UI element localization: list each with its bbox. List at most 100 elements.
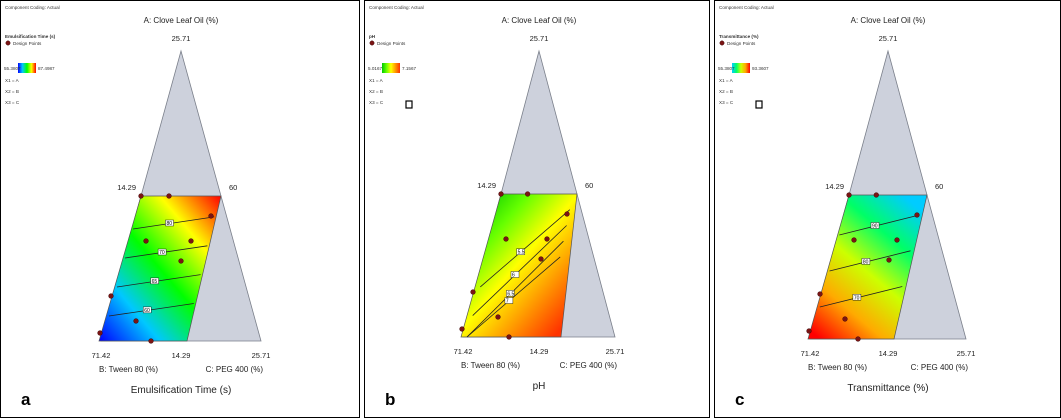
design-points-label: Design Points xyxy=(727,41,756,46)
scale-low-value: 5.0167 xyxy=(368,66,382,71)
design-point xyxy=(851,237,857,243)
contour-label: 7 xyxy=(506,299,509,305)
design-point-legend-marker xyxy=(5,40,11,46)
component-x3: X3 = C xyxy=(5,100,20,105)
scale-high-value: 7.1567 xyxy=(402,66,416,71)
contour-label: 5.5 xyxy=(518,250,525,256)
tick-left-mid: 14.29 xyxy=(825,182,844,191)
scale-high-value: 87.4987 xyxy=(38,66,55,71)
design-point xyxy=(842,316,848,322)
coding-label: Component Coding: Actual xyxy=(369,5,424,10)
contour-label: 70 xyxy=(159,250,165,256)
response-title: Emulsification Time (s) xyxy=(5,34,56,39)
design-point xyxy=(188,238,194,244)
tick-bottom-left: 71.42 xyxy=(92,351,111,360)
contour-label-box xyxy=(150,277,159,285)
tick-bottom-right: 25.71 xyxy=(957,349,976,358)
axis-a-label: A: Clove Leaf Oil (%) xyxy=(502,16,577,25)
cursor-icon xyxy=(405,100,413,109)
contour-label: 6.5 xyxy=(507,291,514,297)
color-scale-bar xyxy=(732,63,750,73)
component-x2: X2 = B xyxy=(369,89,383,94)
component-x1: X1 = A xyxy=(369,78,384,83)
design-points-label: Design Points xyxy=(377,41,406,46)
contour-label-box xyxy=(510,271,520,278)
tick-bottom-mid: 14.29 xyxy=(172,351,191,360)
design-point xyxy=(886,257,892,263)
tick-bottom-mid: 14.29 xyxy=(879,349,898,358)
contour-region xyxy=(98,195,222,342)
design-point xyxy=(498,191,504,197)
contour-label-box xyxy=(142,306,152,314)
design-point xyxy=(133,318,139,324)
component-x3: X3 = C xyxy=(719,100,734,105)
design-point xyxy=(178,258,184,264)
design-point xyxy=(873,192,879,198)
coding-label: Component Coding: Actual xyxy=(719,5,774,10)
scale-low-value: 55.3807 xyxy=(718,66,735,71)
panel-letter: c xyxy=(735,390,744,409)
color-scale-bar xyxy=(18,63,36,73)
contour-line xyxy=(466,240,564,338)
contour-label-box xyxy=(157,248,167,256)
component-x3: X3 = C xyxy=(369,100,384,105)
tick-left-mid: 14.29 xyxy=(477,181,496,190)
design-point-legend-marker xyxy=(369,40,375,46)
scale-high-value: 93.3607 xyxy=(752,66,769,71)
contour-label: 6 xyxy=(512,273,515,279)
design-point xyxy=(806,328,812,334)
design-point xyxy=(817,291,823,297)
contour-region xyxy=(807,194,928,340)
design-point xyxy=(544,236,550,242)
contour-label-box xyxy=(870,222,880,229)
scale-low-value: 55.3807 xyxy=(4,66,21,71)
design-point xyxy=(506,334,512,340)
x-axis-label: pH xyxy=(533,381,546,392)
design-points-label: Design Points xyxy=(13,41,42,46)
axis-b-label: B: Tween 80 (%) xyxy=(461,361,520,370)
axis-c-label: C: PEG 400 (%) xyxy=(911,363,969,372)
tick-left-mid: 14.29 xyxy=(117,183,136,192)
design-point xyxy=(143,238,149,244)
contour-label: 80 xyxy=(167,221,173,227)
contour-label: 65 xyxy=(152,279,158,285)
component-x2: X2 = B xyxy=(719,89,733,94)
component-x1: X1 = A xyxy=(5,78,20,83)
contour-label: 80 xyxy=(863,259,869,265)
contour-label: 90 xyxy=(872,224,878,230)
response-title: pH xyxy=(369,34,376,39)
panel-letter: b xyxy=(385,390,395,409)
design-point xyxy=(97,330,103,336)
axis-c-label: C: PEG 400 (%) xyxy=(206,365,264,374)
tick-apex: 25.71 xyxy=(172,34,191,43)
design-point xyxy=(459,326,465,332)
design-point xyxy=(108,293,114,299)
design-point xyxy=(148,338,154,344)
response-title: Transmittance (%) xyxy=(719,34,759,39)
contour-line xyxy=(466,256,561,338)
chart-svg: Component Coding: Actual Transmittance (%… xyxy=(718,5,976,409)
chart-panel-c: Component Coding: Actual Transmittance (%… xyxy=(714,0,1061,418)
contour-label-box xyxy=(861,258,871,265)
panel-letter: a xyxy=(21,390,31,409)
axis-b-label: B: Tween 80 (%) xyxy=(808,363,867,372)
component-x2: X2 = B xyxy=(5,89,19,94)
chart-svg: Component Coding: Actual Emulsification T… xyxy=(4,5,270,409)
tick-bottom-left: 71.42 xyxy=(454,347,473,356)
design-point xyxy=(470,289,476,295)
design-point xyxy=(208,213,214,219)
design-point-legend-marker xyxy=(719,40,725,46)
design-point xyxy=(846,192,852,198)
tick-right-mid: 60 xyxy=(229,183,237,192)
design-point xyxy=(503,236,509,242)
design-point xyxy=(166,193,172,199)
contour-label-box xyxy=(506,290,515,297)
axis-c-label: C: PEG 400 (%) xyxy=(560,361,618,370)
contour-label-box xyxy=(504,297,514,304)
design-point xyxy=(564,211,570,217)
tick-bottom-mid: 14.29 xyxy=(530,347,549,356)
contour-line xyxy=(472,225,567,316)
contour-label: 70 xyxy=(854,295,860,301)
contour-region xyxy=(460,193,578,338)
